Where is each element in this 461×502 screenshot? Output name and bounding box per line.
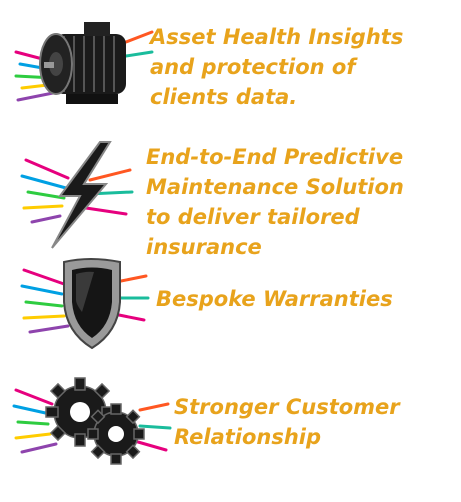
feature-customer-relationship-label: Stronger Customer Relationship bbox=[174, 395, 400, 449]
gears-icon bbox=[12, 377, 172, 465]
feature-asset-health-label: Asset Health Insights and protection of … bbox=[150, 25, 404, 109]
electric-motor-icon bbox=[14, 22, 154, 104]
feature-predictive-maintenance-label: End-to-End Predictive Maintenance Soluti… bbox=[146, 145, 404, 259]
feature-bespoke-warranties-label: Bespoke Warranties bbox=[156, 287, 393, 311]
lightning-bolt-icon bbox=[20, 141, 134, 249]
shield-icon bbox=[20, 258, 150, 350]
